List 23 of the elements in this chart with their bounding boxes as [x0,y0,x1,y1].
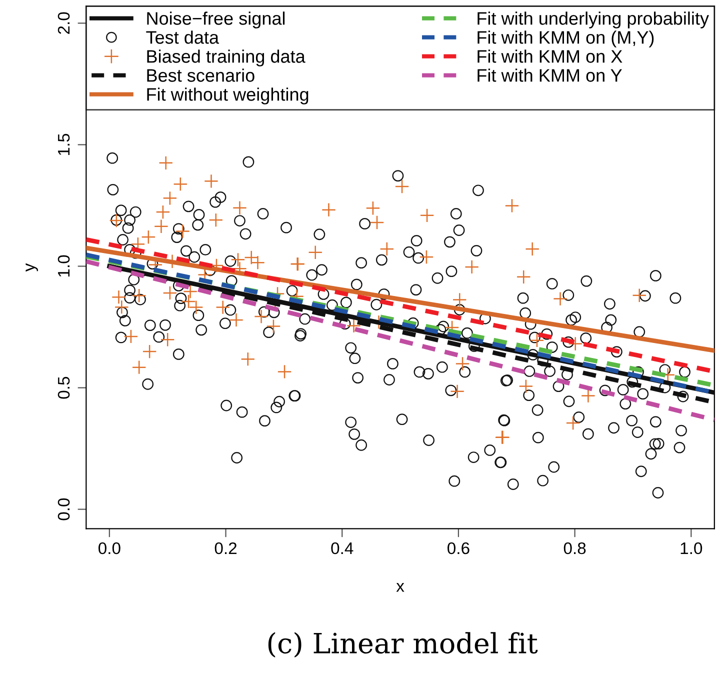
y-tick-label: 0.5 [58,376,70,399]
legend-label: Noise−free signal [147,12,285,28]
x-tick-label: 0.8 [564,542,586,554]
text: (c) Linear model fit [268,632,538,658]
y-tick-label: 0.0 [58,498,70,520]
x-tick-label: 0.2 [214,542,237,554]
x-tick-label: 0.4 [331,542,354,554]
y-tick-label: 2.0 [58,12,70,34]
legend-label: Test data [146,30,220,44]
y-tick-label: 1.5 [58,134,70,156]
legend-label: Fit without weighting [147,88,308,104]
x-tick-label: 0.6 [448,542,470,554]
legend-label: Fit with KMM on X [478,50,622,63]
legend-label: Fit with KMM on (M,Y) [478,30,654,48]
legend-label: Fit with KMM on Y [478,68,622,82]
y-axis-title: y [26,263,38,272]
legend-label: Best scenario [147,68,254,82]
legend-label: Biased training data [147,50,306,66]
x-axis-title: x [396,582,404,592]
x-tick-label: 0.0 [98,542,120,554]
x-tick-label: 1.0 [680,542,702,554]
legend-label: Fit with underlying probability [478,12,709,28]
y-tick-label: 1.0 [58,255,70,277]
